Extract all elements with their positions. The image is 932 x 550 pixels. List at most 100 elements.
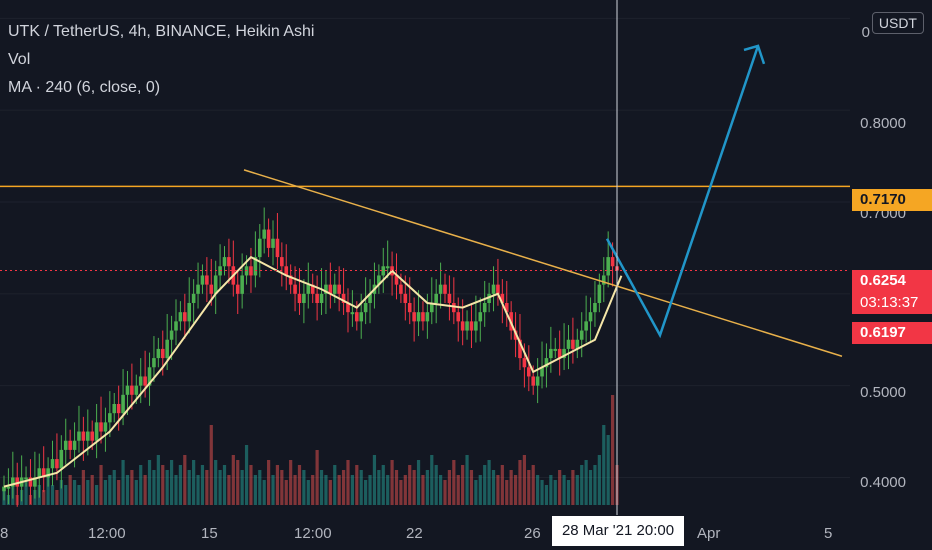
candle-body	[584, 321, 588, 331]
volume-bar	[169, 460, 174, 505]
volume-bar	[328, 480, 332, 505]
candle-body	[557, 348, 562, 359]
volume-bar	[610, 395, 615, 505]
candle-body	[169, 330, 174, 340]
candle-body	[566, 339, 571, 349]
volume-bar	[174, 475, 178, 505]
candle-body	[302, 293, 306, 303]
volume-bar	[386, 475, 390, 505]
volume-bar	[566, 480, 571, 505]
volume-bar	[125, 475, 130, 505]
volume-bar	[602, 425, 606, 505]
candle-body	[588, 312, 593, 322]
volume-bar	[192, 460, 196, 505]
candle-body	[59, 449, 64, 469]
volume-bar	[390, 460, 394, 505]
volume-bar	[452, 460, 456, 505]
volume-bar	[522, 455, 526, 505]
candle-body	[160, 348, 165, 359]
candle-body	[531, 376, 536, 386]
volume-bar	[231, 455, 235, 505]
candle-body	[271, 238, 275, 248]
candle-body	[266, 229, 271, 248]
volume-bar	[478, 475, 482, 505]
candle-body	[368, 293, 372, 303]
candle-body	[412, 312, 416, 322]
candle-body	[240, 275, 244, 294]
volume-bar	[59, 480, 63, 505]
vol-indicator-label[interactable]: Vol	[8, 51, 31, 68]
candle-body	[553, 348, 558, 351]
volume-bar	[540, 480, 544, 505]
candle-body	[72, 440, 77, 450]
price-tick-label: 0.8000	[860, 115, 906, 132]
volume-bar	[108, 475, 112, 505]
candle-body	[55, 459, 59, 469]
volume-bar	[297, 465, 302, 505]
volume-bar	[355, 465, 359, 505]
volume-bar	[134, 480, 138, 505]
ma-indicator-label[interactable]: MA · 240 (6, close, 0)	[8, 79, 161, 96]
volume-bar	[421, 475, 425, 505]
time-tick-label: 26	[524, 525, 541, 542]
volume-bar	[447, 470, 452, 505]
candle-body	[227, 257, 231, 267]
volume-bar	[496, 475, 500, 505]
candle-body	[11, 477, 15, 487]
time-tick-label: 22	[406, 525, 423, 542]
volume-bar	[518, 460, 522, 505]
candle-body	[288, 275, 293, 285]
volume-bar	[408, 465, 412, 505]
candle-body	[315, 293, 319, 303]
candle-body	[381, 266, 386, 276]
chart-legend: UTK / TetherUS, 4h, BINANCE, Heikin Ashi…	[8, 18, 314, 102]
candle-body	[385, 266, 390, 269]
candle-body	[579, 330, 584, 340]
candle-body	[28, 477, 33, 487]
volume-bar	[430, 455, 434, 505]
symbol-title[interactable]: UTK / TetherUS, 4h, BINANCE, Heikin Ashi	[8, 23, 315, 40]
volume-bar	[77, 485, 81, 505]
candle-body	[152, 358, 156, 368]
volume-bar	[284, 480, 288, 505]
volume-bar	[209, 425, 213, 505]
volume-bar	[293, 475, 297, 505]
candle-body	[416, 312, 421, 322]
candle-body	[116, 404, 121, 414]
volume-bar	[42, 490, 46, 505]
candle-body	[443, 284, 447, 294]
volume-bar	[372, 455, 377, 505]
volume-bar	[394, 470, 399, 505]
volume-bar	[244, 445, 249, 505]
candle-body	[447, 293, 452, 303]
volume-bar	[381, 465, 385, 505]
candle-body	[306, 284, 311, 294]
volume-bar	[46, 475, 50, 505]
candle-body	[293, 284, 297, 294]
candle-body	[460, 321, 465, 331]
volume-bar	[178, 465, 183, 505]
volume-bar	[86, 480, 90, 505]
volume-bar	[147, 460, 152, 505]
volume-bar	[200, 465, 205, 505]
price-tick-label: 0.5000	[860, 384, 906, 401]
candle-body	[108, 413, 112, 423]
candle-body	[328, 284, 333, 294]
candle-body	[575, 339, 580, 349]
volume-bar	[536, 475, 540, 505]
candle-body	[191, 293, 196, 303]
currency-unit-button[interactable]: USDT	[871, 12, 924, 34]
candle-body	[280, 257, 284, 267]
volume-bar	[50, 485, 55, 505]
candle-body	[535, 376, 540, 386]
candle-body	[324, 284, 328, 294]
volume-bar	[377, 470, 381, 505]
candle-body	[403, 293, 408, 303]
descending-trendline	[243, 169, 843, 357]
crosshair-time-label: 28 Mar '21 20:00	[552, 516, 684, 546]
candle-body	[399, 284, 403, 294]
candle-body	[394, 275, 399, 285]
volume-bar	[509, 470, 513, 505]
volume-bar	[289, 460, 293, 505]
